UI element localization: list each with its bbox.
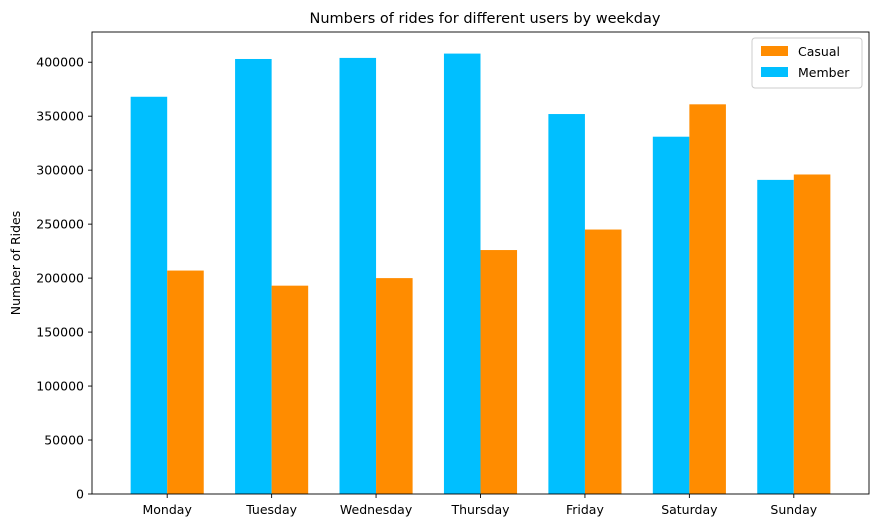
y-axis-label: Number of Rides [8, 211, 23, 316]
x-tick-label-wednesday: Wednesday [340, 502, 413, 517]
y-tick-label-350000: 350000 [36, 109, 84, 124]
y-tick-label-300000: 300000 [36, 163, 84, 178]
legend-swatch-casual [761, 46, 788, 56]
bar-member-saturday [652, 136, 690, 494]
legend-label-member: Member [798, 65, 850, 80]
bar-casual-thursday [480, 250, 518, 494]
y-tick-label-0: 0 [76, 487, 84, 502]
y-tick-label-200000: 200000 [36, 271, 84, 286]
bar-member-wednesday [339, 57, 377, 494]
chart-title: Numbers of rides for different users by … [310, 11, 661, 27]
y-tick-label-250000: 250000 [36, 217, 84, 232]
legend-swatch-member [761, 67, 788, 77]
bar-casual-wednesday [376, 278, 413, 494]
legend: Casual Member [751, 37, 863, 89]
legend-label-casual: Casual [798, 44, 840, 59]
y-tick-label-150000: 150000 [36, 325, 84, 340]
x-tick-label-tuesday: Tuesday [245, 502, 297, 517]
bar-member-friday [548, 114, 585, 494]
bar-member-sunday [757, 179, 794, 494]
bar-member-monday [130, 96, 168, 495]
y-tick-label-400000: 400000 [36, 55, 84, 70]
bar-casual-monday [167, 270, 204, 494]
bar-member-tuesday [235, 58, 272, 495]
x-tick-label-saturday: Saturday [661, 502, 718, 517]
plot-area: Monday Tuesday Wednesday Thursday Friday Satu… [36, 31, 870, 517]
bar-casual-friday [584, 229, 622, 495]
y-tick-label-100000: 100000 [36, 379, 84, 394]
bar-member-thursday [443, 53, 481, 495]
x-tick-label-thursday: Thursday [450, 502, 510, 517]
bar-casual-sunday [793, 174, 831, 495]
x-tick-label-sunday: Sunday [770, 502, 817, 517]
y-tick-label-50000: 50000 [44, 433, 84, 448]
x-tick-label-monday: Monday [143, 502, 193, 517]
bar-casual-saturday [689, 104, 726, 494]
x-tick-label-friday: Friday [566, 502, 604, 517]
bar-casual-tuesday [271, 285, 309, 494]
